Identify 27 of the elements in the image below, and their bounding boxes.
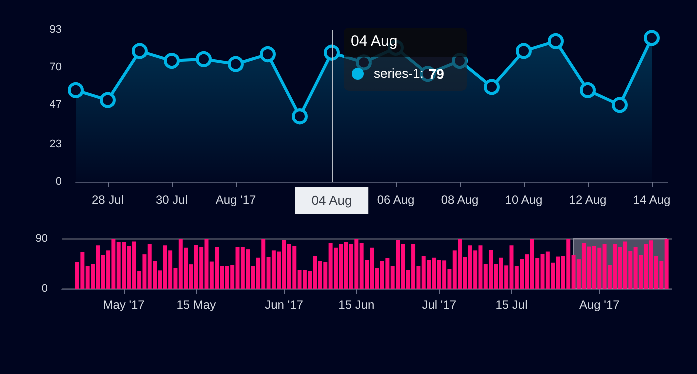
x-tick-label: 08 Aug: [441, 193, 479, 207]
x-tick-label: 28 Jul: [92, 193, 124, 207]
y-tick-label: 0: [42, 283, 48, 295]
x-tick-label: 15 May: [176, 298, 216, 312]
x-tick-label: Jun '17: [265, 298, 304, 312]
y-tick-label: 70: [50, 62, 62, 74]
y-tick-label: 0: [56, 176, 62, 188]
x-tick-label: May '17: [103, 298, 146, 312]
annotation: 79: [428, 66, 444, 82]
annotation: :: [420, 66, 424, 82]
x-tick-label: 15 Jul: [496, 298, 528, 312]
x-tick-label: Aug '17: [216, 193, 256, 207]
x-tick-label: 06 Aug: [377, 193, 415, 207]
x-tick-label: Aug '17: [579, 298, 620, 312]
x-tick-label: Jul '17: [422, 298, 457, 312]
annotation: 04 Aug: [344, 28, 467, 57]
legend-label: series-1: [374, 66, 420, 82]
y-tick-label: 93: [50, 24, 62, 36]
ref-line-label: 04 Aug: [312, 193, 352, 208]
x-tick-label: 10 Aug: [505, 193, 543, 207]
x-tick-label: 30 Jul: [156, 193, 188, 207]
x-tick-label: 14 Aug: [633, 193, 671, 207]
y-tick-label: 23: [50, 138, 62, 150]
y-tick-label: 90: [36, 233, 48, 245]
x-tick-label: 15 Jun: [338, 298, 375, 312]
x-tick-label: 12 Aug: [569, 193, 607, 207]
y-tick-label: 47: [50, 99, 62, 112]
